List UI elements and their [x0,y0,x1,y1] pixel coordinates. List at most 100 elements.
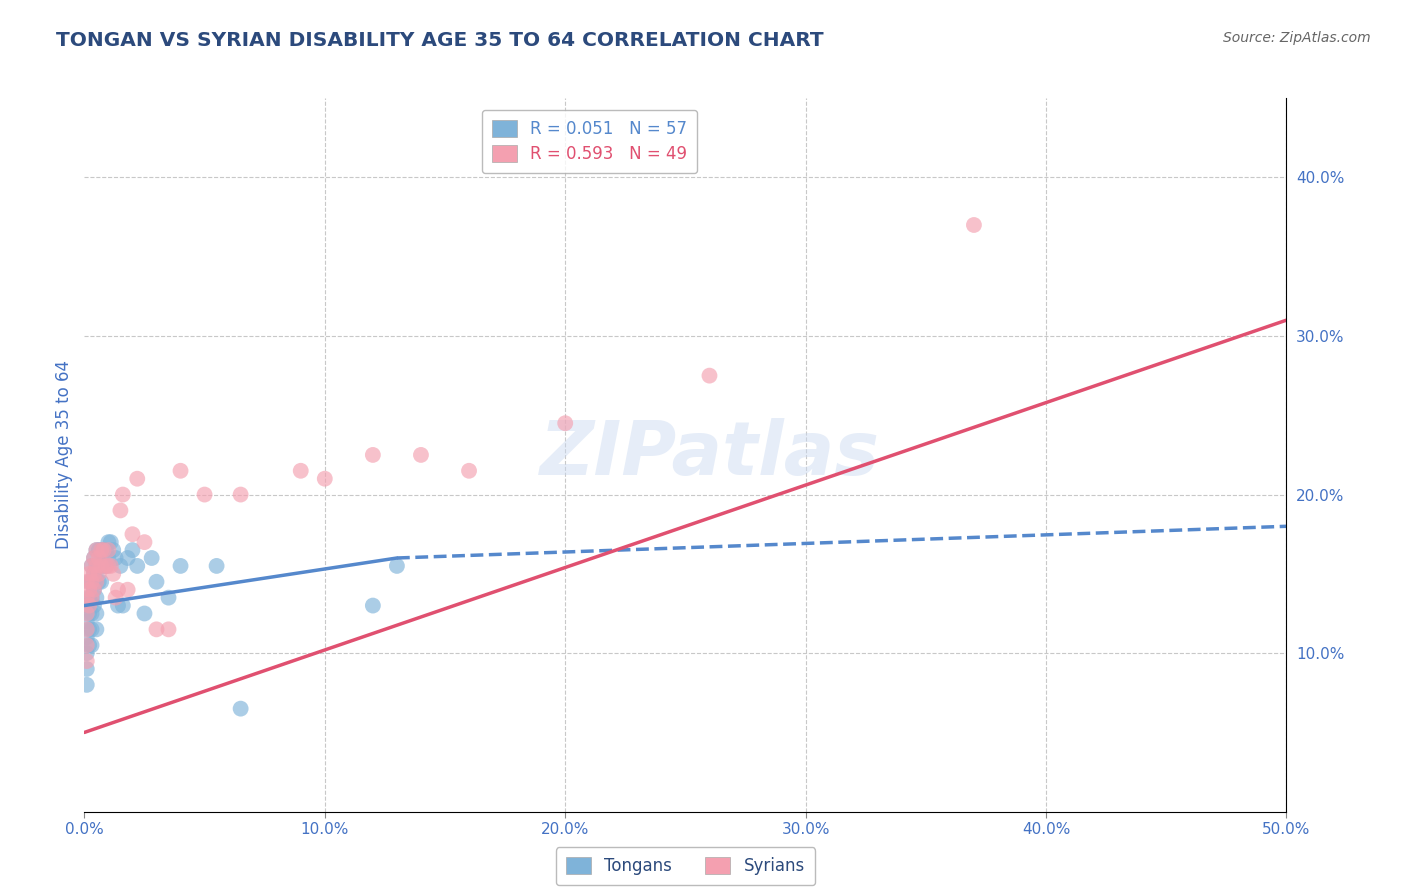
Point [76,623,98,637]
Point [80,607,103,621]
Point [76,630,98,644]
Point [94,558,117,573]
Point [94,558,117,573]
Point [97,551,120,566]
Point [409,448,432,462]
Point [86,558,108,573]
Point [83,551,105,566]
Point [86,607,108,621]
Point [103,543,125,558]
Y-axis label: Disability Age 35 to 64: Disability Age 35 to 64 [55,360,73,549]
Point [77,582,100,597]
Point [100,558,122,573]
Point [76,662,98,676]
Point [83,551,105,566]
Point [169,464,191,478]
Point [76,654,98,668]
Point [134,535,156,549]
Point [229,701,252,715]
Point [86,574,108,589]
Point [385,558,408,573]
Point [76,607,98,621]
Point [87,574,110,589]
Point [194,487,217,501]
Point [80,558,103,573]
Point [104,551,127,566]
Point [77,574,100,589]
Point [134,607,156,621]
Point [90,574,112,589]
Point [110,558,132,573]
Point [963,218,986,232]
Point [87,558,110,573]
Point [87,543,110,558]
Point [90,543,112,558]
Point [80,574,103,589]
Point [77,623,100,637]
Point [145,623,167,637]
Point [157,591,180,605]
Legend: Tongans, Syrians: Tongans, Syrians [555,847,815,886]
Point [83,566,105,581]
Point [77,607,100,621]
Point [157,623,180,637]
Point [86,623,108,637]
Point [86,591,108,605]
Point [80,623,103,637]
Point [77,638,100,652]
Point [90,558,112,573]
Point [229,487,252,501]
Text: TONGAN VS SYRIAN DISABILITY AGE 35 TO 64 CORRELATION CHART: TONGAN VS SYRIAN DISABILITY AGE 35 TO 64… [56,31,824,50]
Point [107,599,129,613]
Point [93,558,115,573]
Point [554,416,576,430]
Point [111,487,134,501]
Point [145,574,167,589]
Text: Source: ZipAtlas.com: Source: ZipAtlas.com [1223,31,1371,45]
Point [83,582,105,597]
Point [111,599,134,613]
Point [76,599,98,613]
Point [77,591,100,605]
Point [80,558,103,573]
Point [94,543,117,558]
Point [86,543,108,558]
Point [458,464,481,478]
Point [80,591,103,605]
Point [97,543,120,558]
Point [76,678,98,692]
Point [83,599,105,613]
Point [699,368,721,383]
Point [76,574,98,589]
Point [80,591,103,605]
Point [103,566,125,581]
Text: ZIPatlas: ZIPatlas [540,418,880,491]
Point [83,582,105,597]
Point [141,551,163,566]
Point [76,638,98,652]
Point [314,472,336,486]
Point [100,535,122,549]
Point [107,582,129,597]
Point [127,558,149,573]
Point [104,591,127,605]
Point [121,543,143,558]
Point [127,472,149,486]
Point [117,551,139,566]
Point [86,574,108,589]
Point [86,543,108,558]
Point [361,599,384,613]
Point [93,543,115,558]
Point [90,558,112,573]
Point [86,558,108,573]
Point [205,558,228,573]
Point [77,599,100,613]
Point [80,638,103,652]
Point [77,566,100,581]
Point [93,543,115,558]
Point [97,535,120,549]
Point [117,582,139,597]
Point [169,558,191,573]
Point [87,566,110,581]
Point [121,527,143,541]
